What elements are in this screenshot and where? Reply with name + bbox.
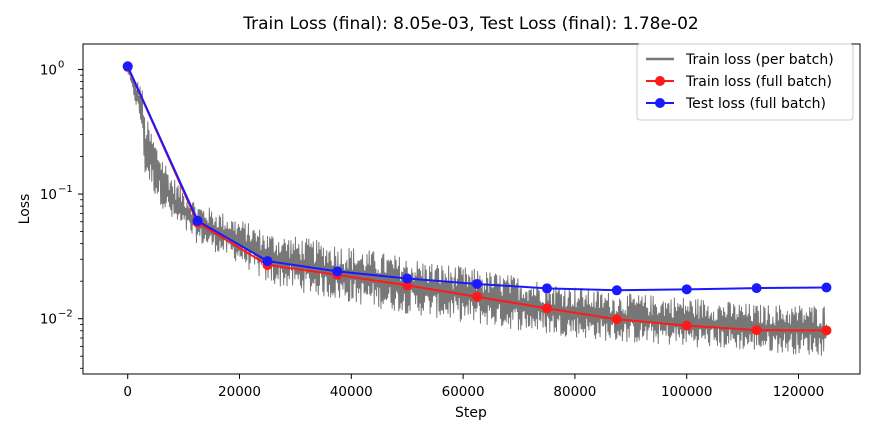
x-tick-label: 80000 [553, 384, 596, 400]
series-train-full-batch-point [402, 280, 413, 291]
series-test-full-batch-point [751, 283, 762, 294]
series-train-full-batch-point [681, 320, 692, 331]
y-tick-exponent: 0 [58, 59, 64, 70]
x-tick-label: 0 [123, 384, 132, 400]
series-train-per-batch-line [127, 66, 827, 356]
series-test-full-batch-point [472, 278, 483, 289]
series-train-full-batch-point [541, 303, 552, 314]
legend-marker-train-full-batch [655, 76, 665, 86]
x-tick-label: 120000 [773, 384, 825, 400]
y-tick-label: 10 [40, 187, 57, 203]
legend-marker-test-full-batch [655, 98, 665, 108]
y-tick-exponent: −1 [58, 184, 73, 195]
x-tick-label: 20000 [218, 384, 261, 400]
series-test-full-batch-point [821, 282, 832, 293]
y-tick-label: 10 [40, 62, 57, 78]
legend-label-train-per-batch: Train loss (per batch) [685, 52, 834, 68]
x-tick-label: 60000 [442, 384, 485, 400]
y-tick-label: 10 [40, 312, 57, 328]
x-axis-label: Step [455, 405, 487, 421]
series-train-full-batch-point [472, 291, 483, 302]
series-test-full-batch-point [122, 61, 133, 72]
legend: Train loss (per batch) Train loss (full … [636, 43, 854, 121]
series-test-full-batch-point [332, 266, 343, 277]
series-test-full-batch-point [192, 215, 203, 226]
legend-label-test-full-batch: Test loss (full batch) [685, 96, 826, 112]
series-test-full-batch-point [541, 283, 552, 294]
series-test-full-batch-point [681, 284, 692, 295]
chart-title: Train Loss (final): 8.05e-03, Test Loss … [242, 14, 698, 34]
series-test-full-batch-point [262, 256, 273, 267]
series-train-full-batch-point [611, 314, 622, 325]
y-tick-exponent: −2 [58, 309, 73, 320]
plot-frame [82, 43, 861, 375]
legend-box [636, 43, 854, 121]
series-train-full-batch-point [751, 325, 762, 336]
x-tick-label: 40000 [330, 384, 373, 400]
series-test-full-batch-point [402, 273, 413, 284]
series-test-full-batch-point [611, 285, 622, 296]
series-train-full-batch-point [821, 325, 832, 336]
y-axis-label: Loss [17, 194, 33, 225]
x-tick-label: 100000 [661, 384, 713, 400]
legend-label-train-full-batch: Train loss (full batch) [685, 74, 832, 90]
